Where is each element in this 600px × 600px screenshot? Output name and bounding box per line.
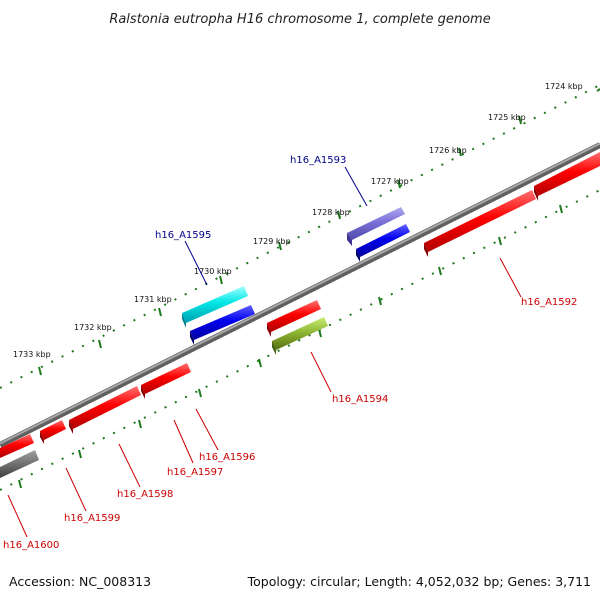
tick-label: 1728 kbp (312, 208, 350, 217)
gene-h16-a1593-block[interactable] (347, 207, 405, 246)
tick-label: 1730 kbp (194, 267, 232, 276)
gene-label-h16-a1596[interactable]: h16_A1596 (199, 452, 255, 463)
tick-mark (78, 449, 82, 459)
gene-gray-block[interactable] (0, 450, 39, 478)
accession-text: Accession: NC_008313 (9, 574, 151, 589)
tick-mark (98, 339, 102, 349)
tick-label: 1733 kbp (13, 350, 51, 359)
leader-line (118, 443, 141, 488)
tick-mark (318, 328, 322, 338)
chromosome-backbone (0, 142, 600, 448)
tick-mark (438, 266, 442, 276)
gene-label-h16-a1592[interactable]: h16_A1592 (521, 297, 577, 308)
gene-label-h16-a1594[interactable]: h16_A1594 (332, 394, 388, 405)
tick-mark (458, 147, 462, 157)
leader-line (7, 494, 28, 538)
tick-mark (397, 179, 401, 189)
leader-line (499, 257, 522, 298)
tick-labels: 1724 kbp 1725 kbp 1726 kbp 1727 kbp 1728… (13, 82, 583, 359)
gene-h16-a1595-block[interactable] (182, 286, 248, 328)
tick-label: 1725 kbp (488, 113, 526, 122)
gene-label-h16-a1600[interactable]: h16_A1600 (3, 540, 59, 551)
gene-label-h16-a1599[interactable]: h16_A1599 (64, 513, 120, 524)
tick-label: 1731 kbp (134, 295, 172, 304)
leader-line (310, 351, 332, 393)
gene-blue-block[interactable] (356, 224, 410, 262)
tick-mark (498, 236, 502, 246)
tick-mark (138, 419, 142, 429)
inner-major-ticks (18, 204, 563, 489)
gene-h16-a1598-block[interactable] (69, 386, 141, 434)
tick-label: 1732 kbp (74, 323, 112, 332)
map-title: Ralstonia eutropha H16 chromosome 1, com… (109, 12, 490, 27)
gene-h16-a1594-block[interactable] (272, 317, 328, 355)
gene-red-block[interactable] (267, 300, 321, 337)
tick-mark (258, 358, 262, 368)
leader-line (65, 467, 87, 512)
tick-mark (518, 115, 522, 125)
gene-h16-a1596-block[interactable] (141, 363, 191, 399)
gene-red-block[interactable] (534, 152, 600, 201)
leader-line (344, 166, 368, 207)
gene-label-h16-a1597[interactable]: h16_A1597 (167, 467, 223, 478)
tick-mark (38, 366, 42, 376)
gene-label-h16-a1595[interactable]: h16_A1595 (155, 230, 211, 241)
gene-h16-a1599-block[interactable] (40, 420, 66, 444)
tick-mark (278, 241, 282, 251)
tick-label: 1727 kbp (371, 177, 409, 186)
gene-blue-block[interactable] (190, 305, 255, 345)
gene-label-h16-a1598[interactable]: h16_A1598 (117, 489, 173, 500)
tick-mark (378, 296, 382, 306)
tick-mark (18, 479, 22, 489)
leader-line (184, 240, 208, 286)
genome-summary-text: Topology: circular; Length: 4,052,032 bp… (247, 574, 591, 589)
leader-lines (7, 166, 522, 538)
tick-mark (198, 388, 202, 398)
forward-strand-genes (182, 207, 410, 355)
reverse-strand-genes (0, 152, 600, 478)
tick-label: 1724 kbp (545, 82, 583, 91)
tick-mark (559, 204, 563, 214)
outer-tick-track (0, 84, 600, 389)
tick-mark (219, 275, 223, 285)
tick-label: 1729 kbp (253, 237, 291, 246)
outer-major-ticks (38, 88, 600, 376)
tick-label: 1726 kbp (429, 146, 467, 155)
leader-line (173, 419, 194, 464)
leader-line (195, 408, 219, 451)
gene-label-h16-a1593[interactable]: h16_A1593 (290, 155, 346, 166)
gene-h16-a1592-block[interactable] (424, 190, 536, 257)
gene-labels: h16_A1592 h16_A1593 h16_A1594 h16_A1595 … (3, 155, 577, 551)
tick-mark (158, 307, 162, 317)
tick-mark (337, 210, 341, 220)
inner-tick-track (0, 189, 600, 491)
gene-h16-a1600-block[interactable] (0, 434, 34, 462)
